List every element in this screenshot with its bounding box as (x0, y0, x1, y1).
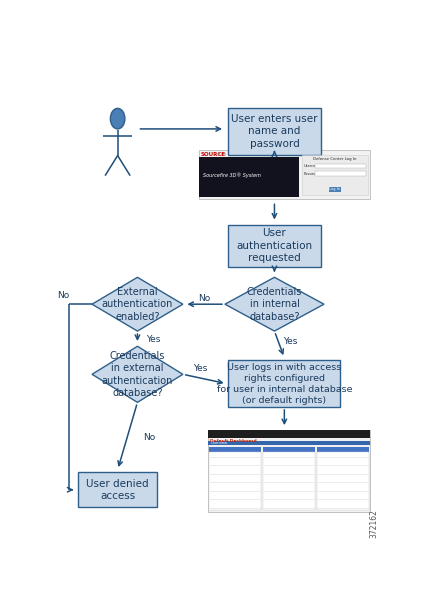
FancyBboxPatch shape (228, 361, 340, 407)
Polygon shape (225, 277, 324, 331)
FancyBboxPatch shape (228, 108, 321, 155)
Text: No: No (144, 433, 155, 442)
FancyBboxPatch shape (263, 447, 315, 452)
FancyBboxPatch shape (317, 452, 369, 510)
Text: Overview: Overview (211, 441, 228, 445)
Text: Credentials
in internal
database?: Credentials in internal database? (247, 287, 302, 322)
Text: Defense Center Log In: Defense Center Log In (313, 157, 356, 161)
FancyBboxPatch shape (78, 472, 157, 507)
Text: No: No (198, 294, 210, 303)
FancyBboxPatch shape (199, 157, 299, 197)
Text: Yes: Yes (193, 364, 207, 373)
Text: External
authentication
enabled?: External authentication enabled? (102, 287, 173, 322)
Text: Yes: Yes (283, 337, 297, 346)
Polygon shape (92, 277, 183, 331)
FancyBboxPatch shape (315, 171, 366, 175)
Text: Credentials
in external
authentication
database?: Credentials in external authentication d… (102, 351, 173, 398)
FancyBboxPatch shape (263, 452, 315, 510)
Polygon shape (92, 346, 183, 402)
FancyBboxPatch shape (199, 150, 370, 199)
Text: 372162: 372162 (369, 509, 378, 538)
Text: User logs in with access
rights configured
for user in internal database
(or def: User logs in with access rights configur… (216, 362, 352, 405)
FancyBboxPatch shape (315, 164, 366, 168)
Text: Yes: Yes (146, 335, 160, 344)
FancyBboxPatch shape (228, 225, 321, 267)
FancyBboxPatch shape (208, 441, 370, 446)
Text: User enters user
name and
password: User enters user name and password (231, 114, 318, 149)
Circle shape (110, 109, 125, 129)
Text: User
authentication
requested: User authentication requested (236, 228, 313, 263)
FancyBboxPatch shape (302, 155, 368, 195)
FancyBboxPatch shape (208, 430, 370, 512)
Text: Default Dashboard: Default Dashboard (210, 439, 257, 443)
Text: No: No (57, 291, 69, 300)
Text: Password:: Password: (303, 172, 322, 176)
Text: Log In: Log In (329, 187, 340, 191)
Text: fire: fire (218, 152, 227, 157)
Text: SOURCE: SOURCE (200, 152, 225, 157)
Text: Sourcefire 3D® System: Sourcefire 3D® System (204, 172, 261, 178)
FancyBboxPatch shape (317, 447, 369, 452)
FancyBboxPatch shape (328, 187, 340, 192)
FancyBboxPatch shape (210, 447, 262, 452)
FancyBboxPatch shape (208, 430, 370, 438)
Text: User denied
access: User denied access (86, 478, 149, 501)
FancyBboxPatch shape (210, 452, 262, 510)
Text: Username:: Username: (303, 164, 323, 168)
